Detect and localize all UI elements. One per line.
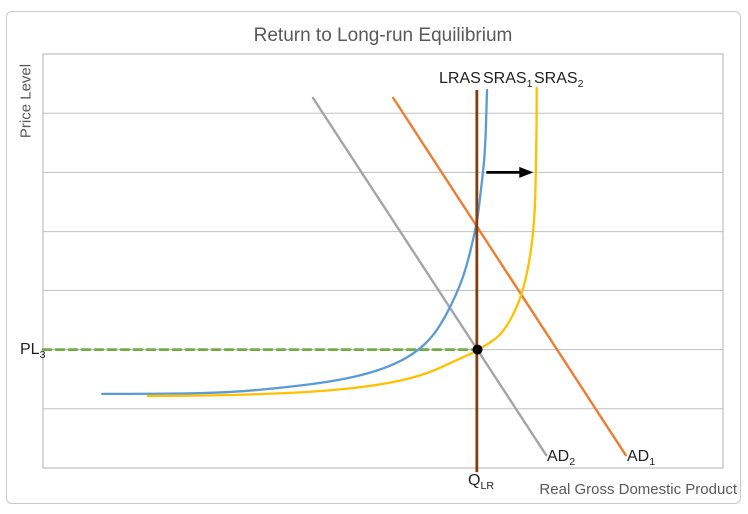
x-axis-label: Real Gross Domestic Product [539,481,737,498]
plot-frame [42,53,724,469]
sras2-label: SRAS2 [534,70,584,91]
pl3-label: PL3 [20,341,46,362]
curve-sras1 [101,88,489,396]
ad1-label: AD1 [627,448,656,469]
equilibrium-point [472,344,483,355]
sras1-label: SRAS1 [483,70,533,91]
ad2-label: AD2 [547,448,576,469]
figure-border [6,11,741,504]
qlr-label: QLR [468,472,494,493]
curve-ad1 [392,96,627,457]
chart-title: Return to Long-run Equilibrium [253,25,513,46]
curve-ad2 [311,96,548,457]
y-axis-label: Price Level [17,63,35,139]
lras-label: LRAS [439,70,481,87]
curve-sras2 [146,86,538,398]
shift-arrow-head [519,166,534,178]
